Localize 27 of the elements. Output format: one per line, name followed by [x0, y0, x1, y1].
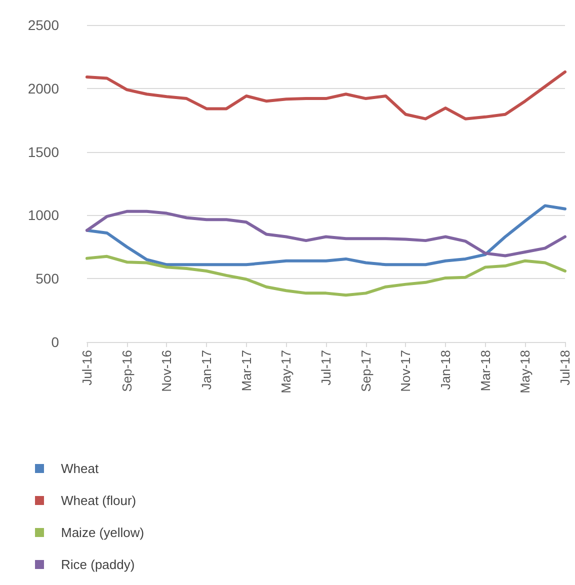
x-tick-label: May-17	[278, 350, 294, 394]
x-tick-label: Jan-17	[199, 350, 214, 390]
x-tick-label: Jul-17	[318, 350, 334, 386]
x-tick-label: Mar-18	[478, 350, 493, 392]
x-tick-label: Sep-17	[358, 350, 374, 392]
y-tick-label: 1500	[28, 144, 60, 160]
y-tick-label: 1000	[28, 207, 60, 224]
line-series	[86, 70, 566, 120]
y-tick-label: 2500	[28, 17, 60, 33]
legend-label: Wheat	[61, 461, 99, 476]
x-tick-label: Nov-16	[159, 350, 174, 392]
legend-label: Wheat (flour)	[61, 493, 136, 508]
x-tick-label: May-18	[518, 350, 533, 394]
y-tick-label: 500	[36, 270, 60, 287]
line-series	[86, 254, 566, 297]
line-series	[86, 204, 566, 266]
x-tick-label: Jul-16	[80, 350, 94, 386]
x-tick-label: Sep-16	[119, 350, 134, 392]
y-tick-label: 0	[51, 334, 60, 350]
x-tick-label: Jul-18	[558, 350, 572, 386]
legend-label: Rice (paddy)	[61, 557, 135, 572]
x-tick-label: Mar-17	[238, 350, 254, 392]
x-tick-label: Jan-18	[438, 350, 453, 390]
x-tick-label: Nov-17	[398, 350, 414, 392]
y-tick-label: 2000	[28, 80, 60, 96]
legend-label: Maize (yellow)	[61, 525, 144, 540]
line-series	[86, 210, 566, 258]
